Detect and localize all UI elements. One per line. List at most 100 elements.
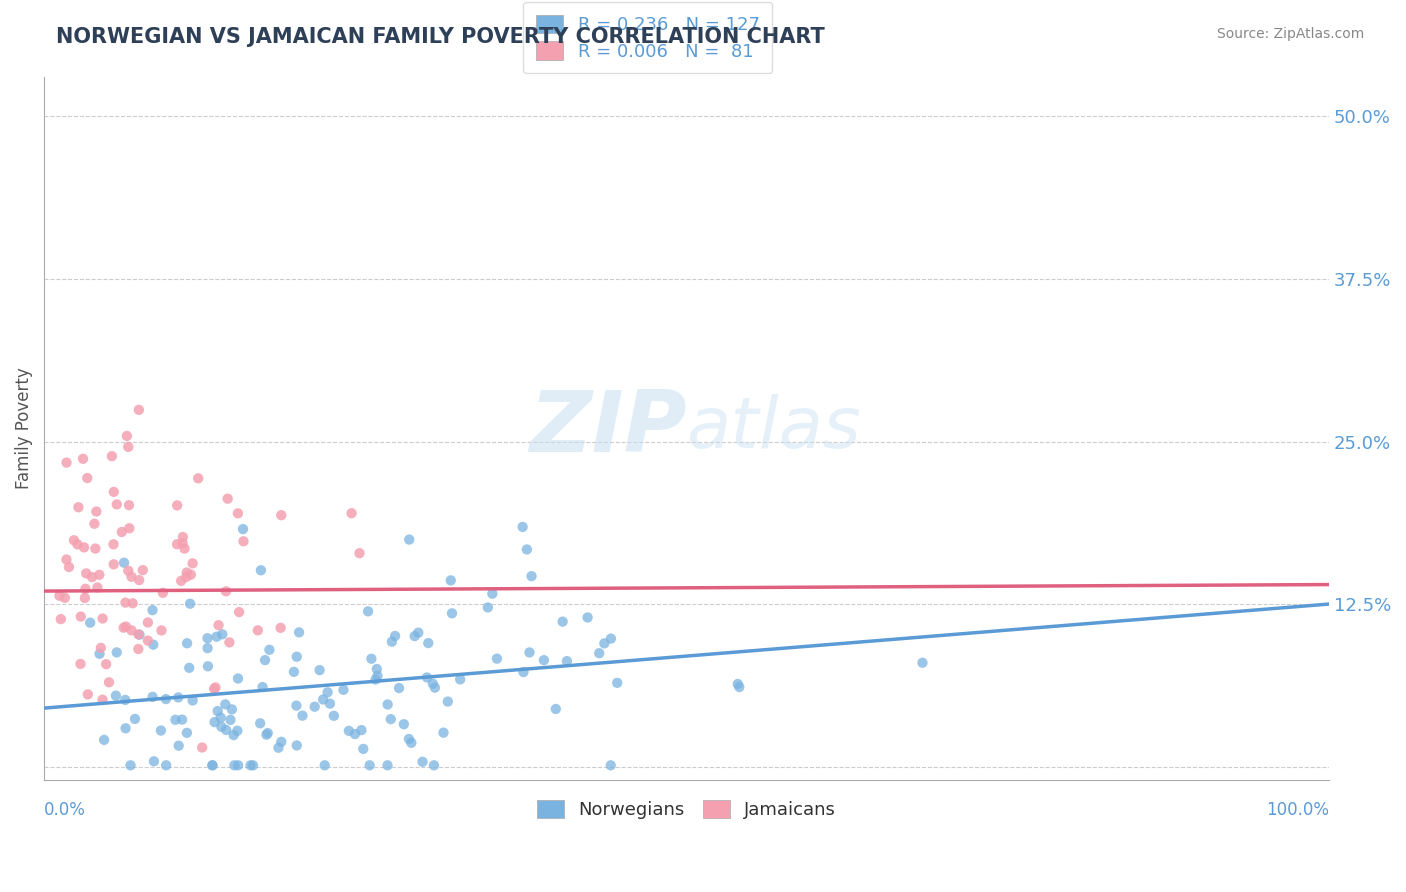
Point bbox=[121, 570, 143, 584]
Point bbox=[408, 625, 430, 640]
Legend: Norwegians, Jamaicans: Norwegians, Jamaicans bbox=[523, 786, 851, 834]
Point bbox=[76, 471, 98, 485]
Point bbox=[477, 600, 499, 615]
Point bbox=[377, 758, 399, 772]
Point bbox=[599, 632, 621, 646]
Point bbox=[98, 675, 121, 690]
Point bbox=[76, 687, 98, 701]
Point bbox=[246, 624, 269, 638]
Point bbox=[416, 670, 439, 684]
Point bbox=[172, 536, 194, 550]
Point bbox=[285, 739, 308, 753]
Point bbox=[576, 610, 599, 624]
Point bbox=[340, 506, 363, 520]
Point bbox=[226, 758, 249, 772]
Point bbox=[103, 537, 125, 551]
Point bbox=[201, 758, 224, 772]
Point bbox=[259, 642, 281, 657]
Point bbox=[48, 589, 70, 603]
Point bbox=[226, 672, 249, 686]
Point bbox=[366, 662, 388, 676]
Point bbox=[181, 693, 204, 707]
Point bbox=[152, 586, 174, 600]
Point bbox=[349, 546, 371, 560]
Point bbox=[103, 558, 125, 572]
Point bbox=[136, 633, 159, 648]
Point bbox=[359, 758, 381, 772]
Point bbox=[308, 663, 330, 677]
Point bbox=[128, 628, 150, 642]
Point bbox=[219, 713, 242, 727]
Point bbox=[132, 563, 155, 577]
Point bbox=[314, 758, 336, 772]
Point bbox=[90, 640, 112, 655]
Point bbox=[544, 702, 567, 716]
Point bbox=[551, 615, 574, 629]
Point bbox=[197, 659, 219, 673]
Point bbox=[121, 596, 143, 610]
Point bbox=[215, 584, 238, 599]
Point bbox=[118, 521, 141, 535]
Point bbox=[120, 758, 142, 772]
Point bbox=[270, 508, 292, 523]
Point bbox=[75, 582, 97, 596]
Point bbox=[437, 694, 460, 708]
Point bbox=[599, 758, 621, 772]
Point bbox=[304, 699, 326, 714]
Point bbox=[267, 740, 290, 755]
Point bbox=[728, 680, 751, 694]
Point bbox=[312, 692, 335, 706]
Point bbox=[170, 574, 193, 588]
Point bbox=[66, 537, 89, 551]
Point bbox=[555, 654, 578, 668]
Point bbox=[191, 740, 214, 755]
Point bbox=[366, 669, 388, 683]
Point bbox=[256, 726, 278, 740]
Point bbox=[176, 726, 198, 740]
Point bbox=[94, 657, 117, 672]
Point bbox=[115, 429, 138, 443]
Point bbox=[174, 570, 197, 584]
Point bbox=[75, 566, 97, 581]
Point bbox=[69, 609, 91, 624]
Point bbox=[364, 673, 387, 687]
Point bbox=[63, 533, 86, 548]
Point bbox=[73, 591, 96, 605]
Point bbox=[322, 708, 344, 723]
Point bbox=[67, 500, 90, 515]
Point bbox=[128, 627, 150, 641]
Point bbox=[91, 611, 114, 625]
Point bbox=[350, 723, 373, 738]
Point bbox=[89, 647, 111, 661]
Point bbox=[481, 587, 503, 601]
Text: 0.0%: 0.0% bbox=[44, 801, 86, 819]
Point bbox=[449, 673, 471, 687]
Point bbox=[226, 506, 249, 520]
Point bbox=[291, 708, 314, 723]
Point bbox=[432, 725, 454, 739]
Point bbox=[117, 564, 139, 578]
Point bbox=[519, 645, 541, 659]
Point bbox=[222, 728, 245, 742]
Point bbox=[239, 758, 262, 772]
Point bbox=[215, 723, 238, 737]
Point bbox=[404, 629, 426, 643]
Point bbox=[360, 652, 382, 666]
Point bbox=[270, 735, 292, 749]
Point bbox=[91, 692, 114, 706]
Point bbox=[127, 642, 149, 657]
Point bbox=[69, 657, 91, 671]
Text: NORWEGIAN VS JAMAICAN FAMILY POVERTY CORRELATION CHART: NORWEGIAN VS JAMAICAN FAMILY POVERTY COR… bbox=[56, 27, 825, 46]
Point bbox=[187, 471, 209, 485]
Point bbox=[197, 631, 219, 645]
Point bbox=[533, 653, 555, 667]
Point bbox=[285, 649, 308, 664]
Point bbox=[380, 712, 402, 726]
Point bbox=[179, 661, 201, 675]
Point bbox=[343, 727, 366, 741]
Point bbox=[283, 665, 305, 679]
Point bbox=[89, 567, 111, 582]
Point bbox=[167, 690, 190, 705]
Point bbox=[155, 758, 177, 772]
Point bbox=[72, 451, 94, 466]
